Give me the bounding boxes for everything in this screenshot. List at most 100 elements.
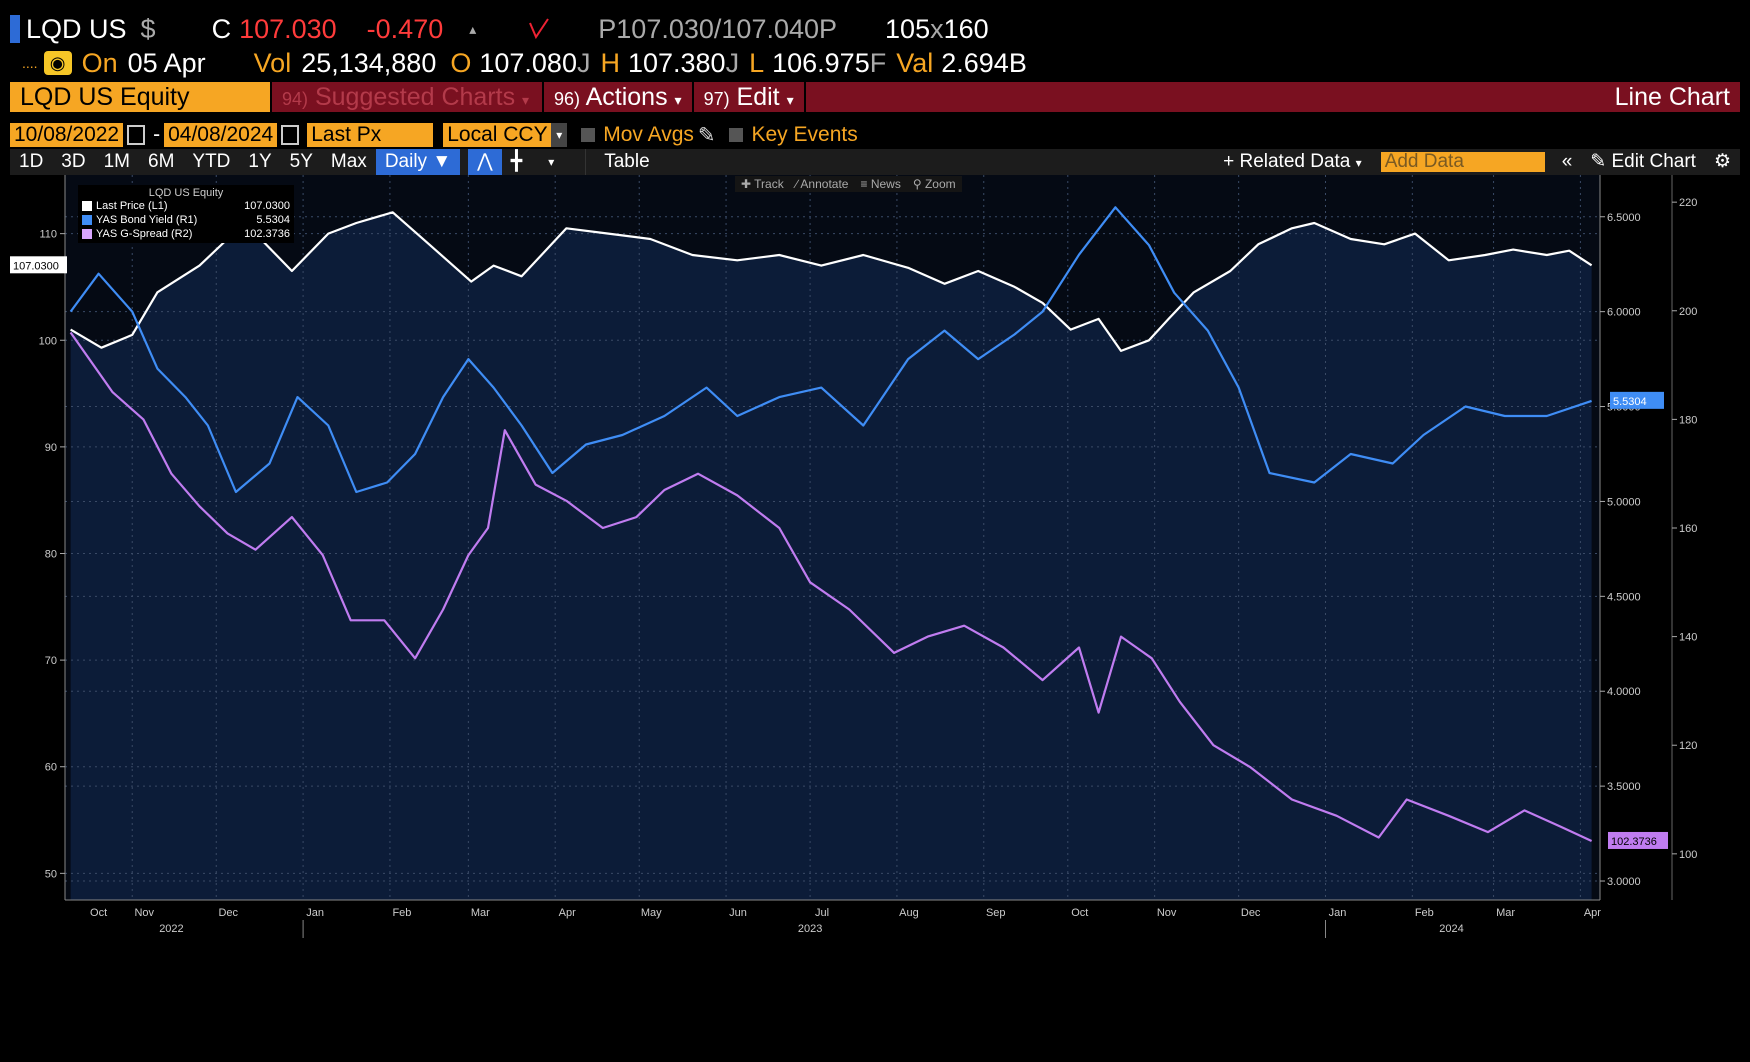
spread-tick-label: 140 xyxy=(1679,632,1697,644)
legend-row-price[interactable]: Last Price (L1) 107.0300 xyxy=(82,199,290,213)
calendar-icon[interactable] xyxy=(281,125,300,145)
chevron-down-icon[interactable]: ▾ xyxy=(548,155,555,169)
chevron-down-icon: ▾ xyxy=(674,92,682,108)
price-series-line xyxy=(70,211,1593,352)
bid-size: 105 xyxy=(885,13,931,44)
edit-number: 97) xyxy=(703,89,730,109)
legend-row-yield[interactable]: YAS Bond Yield (R1) 5.5304 xyxy=(82,213,290,227)
status-dots: .... xyxy=(22,55,38,71)
calendar-icon[interactable] xyxy=(127,125,146,145)
table-button[interactable]: Table xyxy=(585,149,667,175)
bar-chart-icon[interactable]: ╋ xyxy=(510,151,523,172)
period-6m-button[interactable]: 6M xyxy=(148,151,175,172)
net-change: -0.470 xyxy=(366,13,444,44)
suggested-charts-menu[interactable]: 94) Suggested Charts ▾ xyxy=(272,82,544,112)
month-label: Aug xyxy=(899,907,919,919)
zoom-tool[interactable]: ⚲ Zoom xyxy=(912,177,956,191)
price-area-fill xyxy=(70,212,1592,901)
month-label: Nov xyxy=(1157,907,1177,919)
legend-swatch xyxy=(82,215,92,225)
high-flag: J xyxy=(725,47,740,78)
date-range-dash: - xyxy=(153,123,161,146)
current-spread-flag: 102.3736 xyxy=(1611,836,1657,848)
chart-area[interactable]: 50 60 70 80 90 100 110 3.0000 3.5000 4.0000 4.5000… xyxy=(0,175,1750,1062)
start-date-input[interactable]: 10/08/2022 xyxy=(10,123,124,147)
frequency-dropdown[interactable]: Daily ▼ xyxy=(375,149,461,175)
annotate-label: Annotate xyxy=(800,177,849,191)
edit-chart-button[interactable]: ✎ Edit Chart xyxy=(1581,149,1705,175)
spread-tick-label: 180 xyxy=(1679,414,1697,426)
ticker-marker xyxy=(10,15,20,43)
left-tick-label: 80 xyxy=(45,548,57,560)
open-label: O xyxy=(450,47,472,78)
pencil-icon[interactable]: ✎ xyxy=(697,123,716,147)
period-5y-button[interactable]: 5Y xyxy=(289,151,313,172)
legend-title: LQD US Equity xyxy=(148,187,224,199)
yield-series-line xyxy=(69,206,1592,494)
current-yield-flag-bg xyxy=(1610,391,1664,409)
current-price-flag-bg xyxy=(10,256,67,274)
suggested-number: 94) xyxy=(282,89,309,109)
ticker[interactable]: LQD US xyxy=(26,13,127,44)
period-3d-button[interactable]: 3D xyxy=(61,151,86,172)
yield-tick-label: 3.0000 xyxy=(1607,876,1641,888)
annotate-tool[interactable]: ∕ Annotate xyxy=(795,177,849,191)
actions-menu[interactable]: 96) Actions ▾ xyxy=(544,82,694,112)
line-chart-icon[interactable]: ⋀ xyxy=(468,149,502,175)
related-data-dropdown[interactable]: + Related Data ▾ xyxy=(1214,149,1371,175)
month-label: Mar xyxy=(1496,907,1515,919)
legend-series-name: Last Price (L1) xyxy=(96,200,168,212)
period-1d-button[interactable]: 1D xyxy=(19,151,44,172)
month-label: Oct xyxy=(1071,907,1088,919)
high-label: H xyxy=(600,47,620,78)
pencil-icon: ✎ xyxy=(1590,151,1607,172)
ask-suffix: P xyxy=(819,13,838,44)
month-label: Jan xyxy=(1329,907,1347,919)
period-1y-button[interactable]: 1Y xyxy=(248,151,272,172)
current-price-flag: 107.0300 xyxy=(13,260,59,272)
currency-symbol: $ xyxy=(140,13,156,44)
field-select[interactable]: Last Px xyxy=(307,123,434,147)
legend-row-spread[interactable]: YAS G-Spread (R2) 102.3736 xyxy=(82,227,290,241)
low-flag: F xyxy=(869,47,887,78)
mov-avgs-checkbox[interactable] xyxy=(581,128,596,142)
close-label: C xyxy=(211,13,232,44)
current-yield-flag: 5.5304 xyxy=(1613,396,1647,408)
news-tool[interactable]: ≡ News xyxy=(860,177,901,191)
end-date-input[interactable]: 04/08/2024 xyxy=(164,123,278,147)
currency-select[interactable]: Local CCY xyxy=(443,123,552,147)
month-label: Sep xyxy=(986,907,1006,919)
value-label: Val xyxy=(896,47,934,78)
month-label: Jun xyxy=(729,907,747,919)
spread-tick-label: 100 xyxy=(1679,849,1697,861)
period-1m-button[interactable]: 1M xyxy=(103,151,130,172)
left-tick-label: 90 xyxy=(45,442,57,454)
key-events-checkbox[interactable] xyxy=(729,128,744,142)
ask-size: 160 xyxy=(943,13,989,44)
bid-prefix: P xyxy=(598,13,617,44)
legend-series-value: 107.0300 xyxy=(244,200,290,212)
year-label: 2023 xyxy=(798,923,822,935)
chevron-down-icon[interactable]: ▾ xyxy=(551,123,568,147)
tick-up-icon: ▴ xyxy=(469,20,477,37)
add-data-input[interactable]: Add Data xyxy=(1380,152,1545,172)
zoom-label: Zoom xyxy=(924,177,956,191)
chart-controls: 10/08/2022 - 04/08/2024 Last Px Local CC… xyxy=(10,121,1740,149)
track-tool[interactable]: ✚ Track xyxy=(741,177,784,191)
suggested-label: Suggested Charts xyxy=(314,83,516,111)
chevron-down-icon: ▾ xyxy=(1355,156,1362,170)
security-field[interactable]: LQD US Equity xyxy=(10,82,272,112)
period-ytd-button[interactable]: YTD xyxy=(192,151,231,172)
mini-trend-icon xyxy=(529,18,550,40)
month-label: Feb xyxy=(392,907,411,919)
alert-badge-icon[interactable]: ◉ xyxy=(43,51,72,75)
mov-avgs-label: Mov Avgs xyxy=(603,123,694,146)
month-label: Jul xyxy=(815,907,829,919)
edit-menu[interactable]: 97) Edit ▾ xyxy=(694,82,806,112)
gear-icon[interactable]: ⚙ xyxy=(1713,151,1731,172)
collapse-icon[interactable]: « xyxy=(1561,151,1573,172)
related-data-label: + Related Data xyxy=(1223,151,1351,172)
period-max-button[interactable]: Max xyxy=(330,151,367,172)
chart-toolbar: 1D 3D 1M 6M YTD 1Y 5Y Max Daily ▼ ⋀ ╋ ▾ … xyxy=(10,149,1740,175)
yield-tick-label: 4.0000 xyxy=(1607,686,1641,698)
